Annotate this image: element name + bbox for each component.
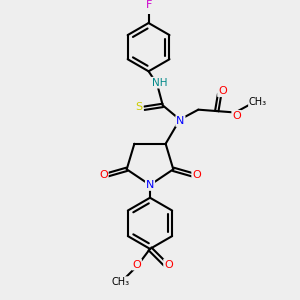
Text: O: O [218,86,227,96]
Text: NH: NH [152,78,167,88]
Text: S: S [136,102,143,112]
Text: N: N [176,116,184,126]
Text: O: O [164,260,173,269]
Text: O: O [192,170,201,180]
Text: O: O [99,170,108,180]
Text: CH₃: CH₃ [249,97,267,107]
Text: O: O [132,260,141,269]
Text: CH₃: CH₃ [111,277,129,287]
Text: F: F [146,0,152,10]
Text: O: O [232,111,241,121]
Text: N: N [146,180,154,190]
